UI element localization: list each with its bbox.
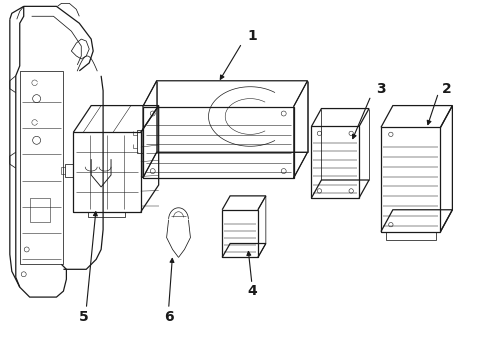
- Text: 3: 3: [376, 82, 386, 96]
- Text: 6: 6: [164, 310, 173, 324]
- Text: 2: 2: [441, 82, 451, 96]
- Text: 5: 5: [78, 310, 88, 324]
- Text: 1: 1: [247, 29, 257, 43]
- Text: 4: 4: [247, 284, 257, 298]
